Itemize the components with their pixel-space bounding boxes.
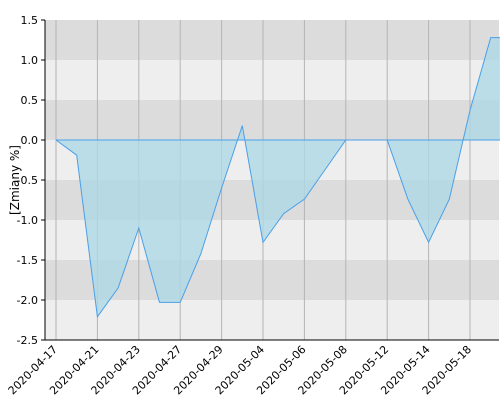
y-tick-label: 0.5 (21, 94, 39, 107)
grid-band (45, 100, 499, 140)
grid-band (45, 300, 499, 340)
series-area (55, 37, 500, 319)
series-line (55, 37, 500, 319)
x-tick-labels: 2020-04-172020-04-212020-04-232020-04-27… (6, 343, 474, 397)
y-tick-labels: 1.5 1.0 0.5 0.0 -0.5 -1.0 -1.5 -2.0 -2.5 (17, 14, 45, 347)
y-axis-label: [Zmiany %] (8, 145, 22, 215)
y-tick-label: 1.0 (21, 54, 39, 67)
y-tick-label: -1.5 (17, 254, 38, 267)
y-tick-label: -0.5 (17, 174, 38, 187)
y-tick-label: -2.0 (17, 294, 38, 307)
grid-band (45, 60, 499, 100)
y-tick-label: -1.0 (17, 214, 38, 227)
y-tick-label: 1.5 (21, 14, 39, 27)
series-fill (56, 37, 500, 317)
y-tick-label: -2.5 (17, 334, 38, 347)
y-tick-label: 0.0 (21, 134, 39, 147)
grid-band (45, 20, 499, 60)
